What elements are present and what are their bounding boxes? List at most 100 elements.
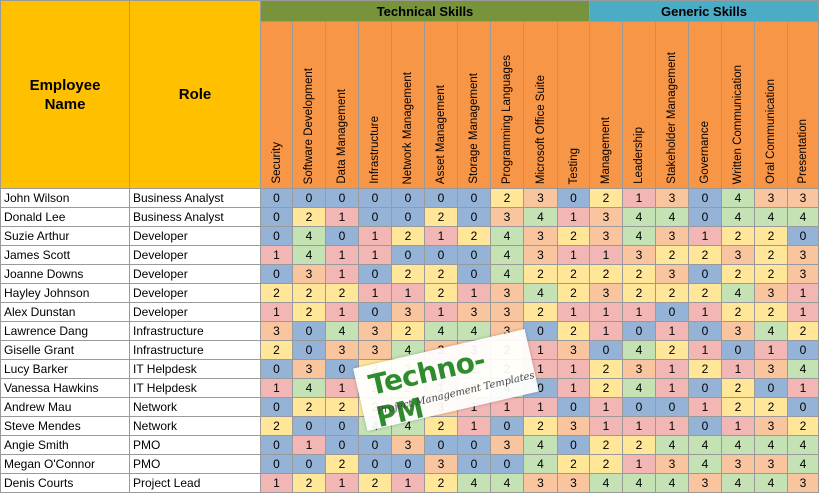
employee-name-cell[interactable]: Hayley Johnson	[0, 283, 130, 303]
skill-score-cell[interactable]: 1	[589, 245, 623, 265]
skill-score-cell[interactable]: 1	[622, 302, 656, 322]
skill-score-cell[interactable]: 2	[688, 283, 722, 303]
skill-score-cell[interactable]: 3	[721, 321, 755, 341]
skill-score-cell[interactable]: 1	[557, 302, 590, 322]
skill-score-cell[interactable]: 0	[358, 302, 392, 322]
skill-score-cell[interactable]: 2	[292, 302, 326, 322]
role-cell[interactable]: IT Helpdesk	[129, 359, 261, 379]
skill-score-cell[interactable]: 1	[589, 302, 623, 322]
skill-score-cell[interactable]: 0	[260, 397, 293, 417]
skill-score-cell[interactable]: 3	[622, 245, 656, 265]
skill-score-cell[interactable]: 2	[557, 321, 590, 341]
skill-score-cell[interactable]: 1	[260, 245, 293, 265]
skill-score-cell[interactable]: 1	[424, 226, 458, 246]
skill-score-cell[interactable]: 1	[358, 245, 392, 265]
skill-score-cell[interactable]: 1	[325, 378, 359, 398]
skill-score-cell[interactable]: 4	[754, 435, 788, 455]
skill-column-header[interactable]: Microsoft Office Suite	[523, 21, 558, 189]
skill-score-cell[interactable]: 2	[754, 264, 788, 284]
skill-score-cell[interactable]: 4	[589, 473, 623, 493]
skill-score-cell[interactable]: 1	[358, 283, 392, 303]
skill-score-cell[interactable]: 1	[325, 302, 359, 322]
skill-score-cell[interactable]: 4	[655, 207, 689, 227]
skill-score-cell[interactable]: 4	[490, 226, 524, 246]
employee-name-cell[interactable]: Lawrence Dang	[0, 321, 130, 341]
role-cell[interactable]: Project Lead	[129, 473, 261, 493]
skill-score-cell[interactable]: 2	[754, 226, 788, 246]
skill-score-cell[interactable]: 0	[260, 264, 293, 284]
skill-score-cell[interactable]: 3	[424, 454, 458, 474]
skill-score-cell[interactable]: 3	[589, 283, 623, 303]
skill-score-cell[interactable]: 4	[622, 207, 656, 227]
employee-name-cell[interactable]: Giselle Grant	[0, 340, 130, 360]
skill-score-cell[interactable]: 1	[391, 473, 425, 493]
skill-score-cell[interactable]: 0	[325, 435, 359, 455]
skill-score-cell[interactable]: 4	[457, 473, 491, 493]
skill-score-cell[interactable]: 2	[457, 226, 491, 246]
skill-score-cell[interactable]: 3	[754, 283, 788, 303]
skill-score-cell[interactable]: 1	[424, 302, 458, 322]
skill-score-cell[interactable]: 3	[292, 264, 326, 284]
skill-score-cell[interactable]: 1	[557, 245, 590, 265]
skill-score-cell[interactable]: 1	[589, 397, 623, 417]
skill-score-cell[interactable]: 4	[787, 435, 819, 455]
skill-score-cell[interactable]: 4	[292, 378, 326, 398]
role-cell[interactable]: PMO	[129, 454, 261, 474]
skill-score-cell[interactable]: 1	[655, 378, 689, 398]
skill-score-cell[interactable]: 0	[260, 226, 293, 246]
skill-score-cell[interactable]: 4	[754, 473, 788, 493]
skill-column-header[interactable]: Governance	[688, 21, 722, 189]
skill-score-cell[interactable]: 1	[260, 473, 293, 493]
technical-skills-header[interactable]: Technical Skills	[260, 0, 590, 22]
skill-score-cell[interactable]: 4	[292, 226, 326, 246]
skill-score-cell[interactable]: 0	[457, 454, 491, 474]
skill-score-cell[interactable]: 0	[292, 340, 326, 360]
skill-score-cell[interactable]: 0	[655, 397, 689, 417]
skill-score-cell[interactable]: 1	[260, 378, 293, 398]
skill-score-cell[interactable]: 3	[655, 226, 689, 246]
skill-score-cell[interactable]: 3	[688, 473, 722, 493]
skill-column-header[interactable]: Software Development	[292, 21, 326, 189]
skill-column-header[interactable]: Leadership	[622, 21, 656, 189]
skill-score-cell[interactable]: 3	[557, 473, 590, 493]
skill-score-cell[interactable]: 3	[754, 359, 788, 379]
skill-score-cell[interactable]: 0	[325, 226, 359, 246]
skill-score-cell[interactable]: 3	[754, 454, 788, 474]
skill-score-cell[interactable]: 2	[424, 473, 458, 493]
employee-name-cell[interactable]: Steve Mendes	[0, 416, 130, 436]
skill-score-cell[interactable]: 0	[787, 340, 819, 360]
skill-score-cell[interactable]: 0	[557, 435, 590, 455]
skill-score-cell[interactable]: 3	[457, 302, 491, 322]
skill-score-cell[interactable]: 2	[523, 416, 558, 436]
skill-score-cell[interactable]: 3	[523, 226, 558, 246]
skill-score-cell[interactable]: 2	[358, 473, 392, 493]
skill-score-cell[interactable]: 4	[655, 473, 689, 493]
skill-score-cell[interactable]: 2	[721, 378, 755, 398]
employee-name-cell[interactable]: Andrew Mau	[0, 397, 130, 417]
skill-score-cell[interactable]: 4	[523, 435, 558, 455]
skill-score-cell[interactable]: 2	[557, 226, 590, 246]
skill-column-header[interactable]: Storage Management	[457, 21, 491, 189]
skill-score-cell[interactable]: 0	[523, 321, 558, 341]
role-cell[interactable]: IT Helpdesk	[129, 378, 261, 398]
skill-score-cell[interactable]: 3	[292, 359, 326, 379]
skill-score-cell[interactable]: 2	[589, 359, 623, 379]
skill-score-cell[interactable]: 2	[391, 264, 425, 284]
skill-score-cell[interactable]: 2	[523, 264, 558, 284]
skill-score-cell[interactable]: 0	[754, 378, 788, 398]
skill-score-cell[interactable]: 1	[358, 226, 392, 246]
skill-score-cell[interactable]: 2	[557, 454, 590, 474]
skill-score-cell[interactable]: 0	[391, 188, 425, 208]
skill-score-cell[interactable]: 4	[688, 435, 722, 455]
skill-score-cell[interactable]: 2	[557, 283, 590, 303]
skill-score-cell[interactable]: 2	[589, 454, 623, 474]
role-cell[interactable]: Business Analyst	[129, 207, 261, 227]
skill-score-cell[interactable]: 0	[787, 226, 819, 246]
skill-score-cell[interactable]: 2	[391, 321, 425, 341]
skill-column-header[interactable]: Network Management	[391, 21, 425, 189]
skill-score-cell[interactable]: 2	[754, 397, 788, 417]
skill-score-cell[interactable]: 0	[358, 454, 392, 474]
skill-score-cell[interactable]: 2	[721, 226, 755, 246]
skill-score-cell[interactable]: 1	[523, 397, 558, 417]
skill-score-cell[interactable]: 2	[424, 264, 458, 284]
